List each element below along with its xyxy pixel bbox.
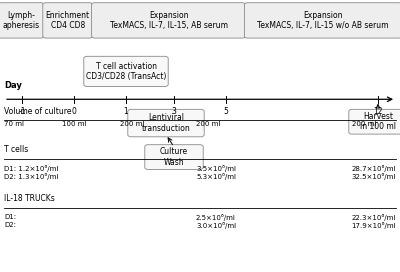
Text: Enrichment
CD4 CD8: Enrichment CD4 CD8 — [46, 11, 90, 30]
Text: T cells: T cells — [4, 145, 28, 154]
Text: D2: 1.3×10⁶/ml: D2: 1.3×10⁶/ml — [4, 173, 58, 180]
Text: 5: 5 — [224, 107, 228, 116]
Text: 22.3×10⁶/ml: 22.3×10⁶/ml — [352, 214, 396, 221]
Text: 28.7×10⁶/ml: 28.7×10⁶/ml — [352, 165, 396, 172]
FancyBboxPatch shape — [128, 109, 204, 137]
FancyBboxPatch shape — [244, 3, 400, 38]
Text: 3.5×10⁶/ml: 3.5×10⁶/ml — [196, 165, 236, 172]
Text: 70 ml: 70 ml — [4, 121, 24, 127]
Text: 3: 3 — [172, 107, 176, 116]
FancyBboxPatch shape — [84, 56, 168, 86]
FancyBboxPatch shape — [0, 3, 44, 38]
Text: 12: 12 — [373, 107, 383, 116]
Text: 1: 1 — [124, 107, 128, 116]
Text: Culture
Wash: Culture Wash — [160, 147, 188, 167]
Text: D2:: D2: — [4, 222, 16, 228]
Text: Expansion
TexMACS, IL-7, IL-15 w/o AB serum: Expansion TexMACS, IL-7, IL-15 w/o AB se… — [258, 11, 389, 30]
Text: 200 ml: 200 ml — [352, 121, 376, 127]
Text: Expansion
TexMACS, IL-7, IL-15, AB serum: Expansion TexMACS, IL-7, IL-15, AB serum — [110, 11, 228, 30]
Text: Lymph-
apheresis: Lymph- apheresis — [2, 11, 40, 30]
Text: Volume of culture: Volume of culture — [4, 107, 72, 116]
Text: 5.3×10⁶/ml: 5.3×10⁶/ml — [196, 173, 236, 180]
Text: Lentiviral
transduction: Lentiviral transduction — [142, 113, 190, 133]
FancyBboxPatch shape — [349, 109, 400, 134]
FancyBboxPatch shape — [43, 3, 93, 38]
Text: 17.9×10⁶/ml: 17.9×10⁶/ml — [351, 222, 396, 229]
Text: Harvest
in 100 ml: Harvest in 100 ml — [360, 112, 396, 131]
Text: Day: Day — [4, 81, 22, 90]
Text: 100 ml: 100 ml — [62, 121, 86, 127]
FancyBboxPatch shape — [145, 145, 203, 169]
Text: 2.5×10⁶/ml: 2.5×10⁶/ml — [196, 214, 236, 221]
Text: D1: 1.2×10⁶/ml: D1: 1.2×10⁶/ml — [4, 165, 58, 172]
Text: D1:: D1: — [4, 214, 16, 220]
Text: 200 ml: 200 ml — [120, 121, 144, 127]
Text: -1: -1 — [18, 107, 26, 116]
FancyBboxPatch shape — [92, 3, 246, 38]
Text: IL-18 TRUCKs: IL-18 TRUCKs — [4, 194, 55, 203]
Text: 3.0×10⁶/ml: 3.0×10⁶/ml — [196, 222, 236, 229]
Text: T cell activation
CD3/CD28 (TransAct): T cell activation CD3/CD28 (TransAct) — [86, 62, 166, 81]
Text: 0: 0 — [72, 107, 76, 116]
Text: 32.5×10⁶/ml: 32.5×10⁶/ml — [352, 173, 396, 180]
Text: 200 ml: 200 ml — [196, 121, 220, 127]
